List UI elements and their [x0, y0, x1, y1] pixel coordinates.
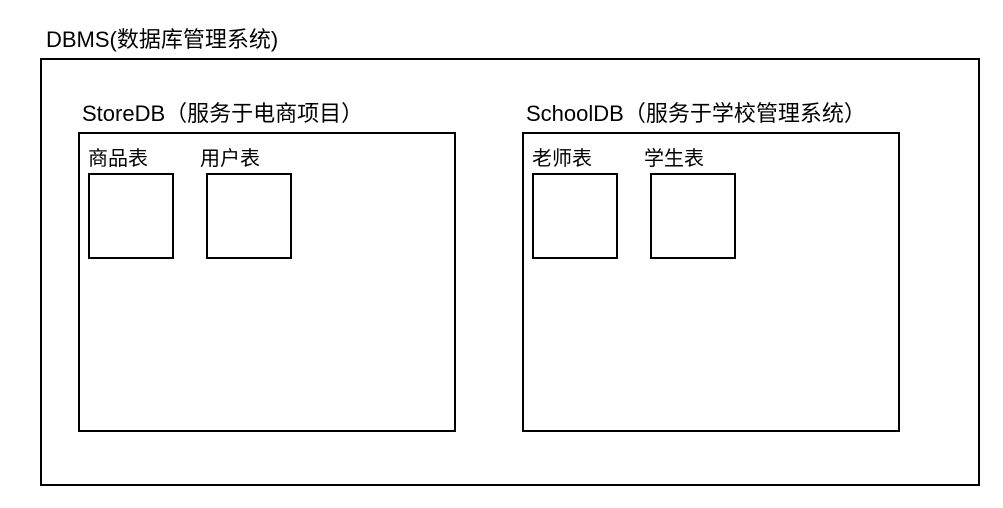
dbms-title: DBMS(数据库管理系统) — [46, 22, 980, 54]
products-table-container: 商品表 — [88, 142, 174, 259]
users-table-box — [206, 173, 292, 259]
students-table-title: 学生表 — [644, 142, 736, 171]
dbms-container: DBMS(数据库管理系统) StoreDB（服务于电商项目） 商品表 用户表 S… — [40, 22, 980, 486]
school-db-title: SchoolDB（服务于学校管理系统） — [526, 96, 900, 128]
students-table-container: 学生表 — [644, 142, 736, 259]
students-table-box — [650, 173, 736, 259]
users-table-title: 用户表 — [200, 142, 292, 171]
teachers-table-title: 老师表 — [532, 142, 618, 171]
store-db-title: StoreDB（服务于电商项目） — [82, 96, 456, 128]
products-table-title: 商品表 — [88, 142, 174, 171]
teachers-table-container: 老师表 — [532, 142, 618, 259]
users-table-container: 用户表 — [200, 142, 292, 259]
school-db-box: 老师表 学生表 — [522, 132, 900, 432]
teachers-table-box — [532, 173, 618, 259]
store-db-box: 商品表 用户表 — [78, 132, 456, 432]
products-table-box — [88, 173, 174, 259]
school-db-container: SchoolDB（服务于学校管理系统） 老师表 学生表 — [522, 96, 900, 432]
dbms-box: StoreDB（服务于电商项目） 商品表 用户表 SchoolDB（服务于学校管… — [40, 58, 980, 486]
store-db-container: StoreDB（服务于电商项目） 商品表 用户表 — [78, 96, 456, 432]
